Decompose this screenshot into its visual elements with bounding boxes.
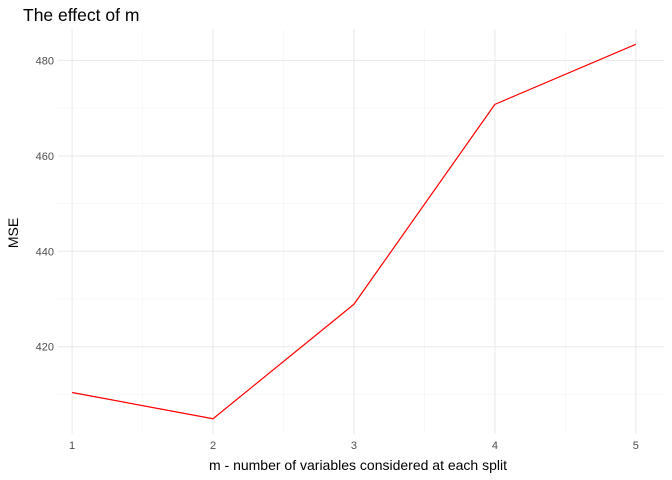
x-axis-title: m - number of variables considered at ea… bbox=[209, 457, 507, 473]
series-layer bbox=[71, 43, 637, 420]
minor-gridlines bbox=[58, 29, 664, 434]
x-tick-label: 2 bbox=[210, 440, 216, 452]
y-tick-label: 460 bbox=[36, 151, 54, 163]
x-axis-tick-labels: 1 2 3 4 5 bbox=[69, 440, 639, 452]
y-tick-label: 440 bbox=[36, 246, 54, 258]
x-tick-label: 1 bbox=[69, 440, 75, 452]
major-gridlines bbox=[58, 29, 664, 434]
y-tick-label: 480 bbox=[36, 55, 54, 67]
y-axis-title: MSE bbox=[5, 218, 21, 248]
x-tick-label: 5 bbox=[633, 440, 639, 452]
x-tick-label: 4 bbox=[492, 440, 498, 452]
y-axis-tick-labels: 420 440 460 480 bbox=[36, 55, 54, 353]
x-tick-label: 3 bbox=[351, 440, 357, 452]
y-tick-label: 420 bbox=[36, 342, 54, 354]
chart-title: The effect of m bbox=[23, 5, 139, 25]
